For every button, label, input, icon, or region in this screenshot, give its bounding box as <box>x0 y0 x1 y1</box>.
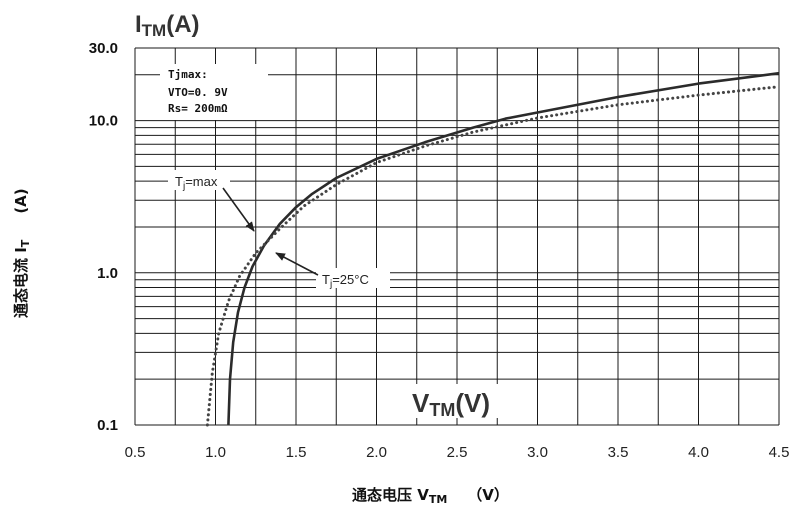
annotation-tj-max: Tj=max <box>175 174 218 192</box>
annotation-max-rest: =max <box>185 174 218 189</box>
inner-xlabel: VTM(V) <box>412 388 490 420</box>
chart-title: ITM(A) <box>135 11 200 40</box>
annotation-max-background <box>168 170 230 190</box>
x-tick-label: 1.5 <box>286 444 307 461</box>
x-tick-label: 1.0 <box>205 444 226 461</box>
title-main: I <box>135 11 142 38</box>
x-axis-title: 通态电压 VTM （V） <box>352 486 509 506</box>
note-line-2: VTO=0. 9V <box>168 86 228 99</box>
notes-background <box>160 64 268 120</box>
notes-box: Tjmax: VTO=0. 9V Rs= 200mΩ <box>160 64 268 120</box>
title-unit: (A) <box>166 11 199 38</box>
x-axis-title-text: 通态电压 V <box>352 486 429 504</box>
x-tick-label: 4.5 <box>769 444 790 461</box>
note-line-1: Tjmax: <box>168 68 208 81</box>
annotation-max-main: T <box>175 174 183 189</box>
y-tick-label: 0.1 <box>97 417 118 434</box>
annotation-25c-background <box>316 268 390 288</box>
note-line-3: Rs= 200mΩ <box>168 102 228 115</box>
y-tick-labels: 0.1 1.0 10.0 30.0 <box>89 40 118 434</box>
annotation-25c-arrow <box>275 252 319 276</box>
x-tick-label: 3.5 <box>608 444 629 461</box>
y-axis-title-sub: T <box>19 239 32 247</box>
inner-xlabel-sub: TM <box>429 400 455 420</box>
y-axis-title-unit: (A) <box>12 188 30 213</box>
x-axis-title-unit: （V） <box>467 486 509 504</box>
inner-xlabel-background <box>405 384 503 418</box>
title-sub: TM <box>142 21 167 40</box>
series-curve-tj-25c <box>227 71 780 426</box>
x-tick-label: 3.0 <box>527 444 548 461</box>
x-axis-title-sub: TM <box>429 493 447 506</box>
y-tick-label: 10.0 <box>89 113 118 130</box>
x-tick-label: 2.0 <box>366 444 387 461</box>
y-tick-label: 1.0 <box>97 265 118 282</box>
inner-xlabel-main: V <box>412 388 430 418</box>
annotation-tj-25c: Tj=25°C <box>322 272 369 290</box>
annotation-max-arrow <box>222 187 255 232</box>
curves <box>205 71 781 427</box>
inner-xlabel-unit: (V) <box>455 388 490 418</box>
x-tick-labels: 0.5 1.0 1.5 2.0 2.5 3.0 3.5 4.0 4.5 <box>125 444 790 461</box>
y-axis-title-text: 通态电流 I <box>12 247 30 318</box>
series-curve-tj-max <box>205 85 781 427</box>
annotation-25c-rest: =25°C <box>332 272 369 287</box>
x-tick-label: 0.5 <box>125 444 146 461</box>
annotation-25c-sub: j <box>329 279 332 290</box>
x-tick-label: 4.0 <box>688 444 709 461</box>
annotation-max-sub: j <box>182 181 185 192</box>
y-tick-label: 30.0 <box>89 40 118 57</box>
y-axis-title: 通态电流 IT (A) <box>12 188 32 318</box>
annotation-25c-main: T <box>322 272 330 287</box>
x-tick-label: 2.5 <box>447 444 468 461</box>
